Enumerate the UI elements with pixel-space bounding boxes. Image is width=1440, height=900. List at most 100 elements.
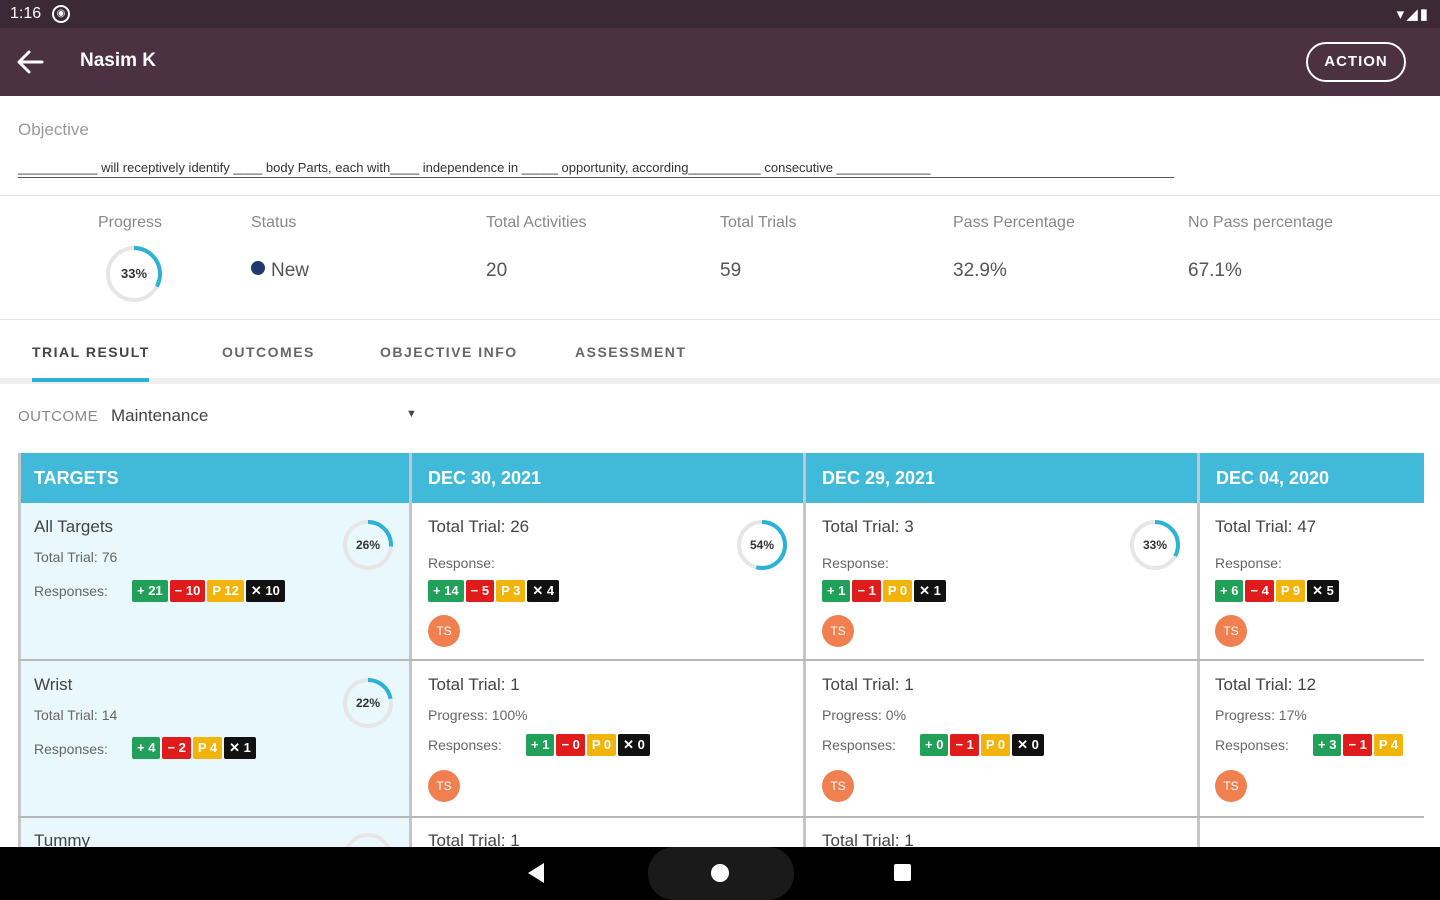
nav-recents-icon[interactable]: [894, 864, 911, 881]
status-dot-icon: [251, 261, 265, 275]
response-chips: + 1 − 0 P 0 ✕ 0: [526, 734, 650, 756]
trial-result-grid: TARGETS DEC 30, 2021 DEC 29, 2021 DEC 04…: [18, 453, 1424, 847]
status-label: Status: [251, 214, 297, 231]
prompt-chip: P 0: [586, 734, 617, 756]
grid-divider: [1197, 453, 1200, 847]
therapist-avatar[interactable]: TS: [822, 615, 854, 647]
therapist-avatar[interactable]: TS: [1215, 615, 1247, 647]
negative-chip: − 1: [950, 734, 979, 756]
response-label: Response:: [428, 555, 495, 571]
therapist-avatar[interactable]: TS: [1215, 770, 1247, 802]
therapist-avatar[interactable]: TS: [428, 770, 460, 802]
cell-total-trial: Total Trial: 1: [428, 675, 520, 694]
page-title: Nasim K: [80, 50, 157, 71]
system-nav-bar: [0, 847, 1440, 900]
prompt-chip: P 3: [496, 580, 526, 602]
incorrect-chip: ✕ 1: [224, 737, 256, 759]
negative-chip: − 10: [169, 580, 206, 602]
prompt-chip: P 0: [882, 580, 913, 602]
ring-percent: 22%: [355, 696, 381, 710]
objective-label: Objective: [18, 120, 89, 139]
tab-bar: TRIAL RESULT OUTCOMES OBJECTIVE INFO ASS…: [0, 320, 1440, 384]
therapist-avatar[interactable]: TS: [822, 770, 854, 802]
prompt-chip: P 4: [192, 737, 223, 759]
target-name[interactable]: Wrist: [34, 675, 73, 694]
status-time: 1:16: [10, 5, 42, 22]
status-bar: 1:16 ◉ ▾◢▮: [0, 0, 1440, 28]
header-date-1: DEC 30, 2021: [412, 453, 804, 503]
total-activities-value: 20: [486, 260, 508, 281]
responses-label: Responses:: [1215, 737, 1289, 753]
incorrect-chip: ✕ 0: [618, 734, 650, 756]
positive-chip: + 6: [1215, 580, 1244, 602]
cell-total-trial: Total Trial: 1: [822, 675, 914, 694]
dropdown-caret-icon[interactable]: ▼: [406, 408, 417, 420]
status-value: New: [271, 260, 310, 281]
no-pass-percentage-value: 67.1%: [1188, 260, 1242, 281]
stats-section: Progress 33% Status New Total Activities…: [0, 196, 1440, 320]
response-label: Response:: [1215, 555, 1282, 571]
cell-total-trial: Total Trial: 47: [1215, 517, 1317, 536]
progress-ring: 33%: [104, 244, 164, 304]
tab-outcomes[interactable]: OUTCOMES: [222, 344, 315, 360]
grid-divider: [803, 453, 806, 847]
incorrect-chip: ✕ 5: [1307, 580, 1339, 602]
incorrect-chip: ✕ 4: [527, 580, 560, 602]
prompt-chip: P 4: [1373, 734, 1404, 756]
negative-chip: − 2: [162, 737, 191, 759]
total-trials-label: Total Trials: [720, 214, 797, 231]
target-name[interactable]: All Targets: [34, 517, 114, 536]
target-total-trial: Total Trial: 14: [34, 707, 118, 723]
target-total-trial: Total Trial: 76: [34, 549, 118, 565]
target-name[interactable]: Tummy: [34, 831, 91, 847]
pass-percentage-value: 32.9%: [953, 260, 1007, 281]
target-progress-ring: 22%: [341, 676, 395, 730]
outcome-selector[interactable]: OUTCOME Maintenance ▼: [0, 392, 440, 438]
action-button[interactable]: ACTION: [1306, 42, 1406, 82]
cell-progress: Progress: 0%: [822, 707, 907, 723]
negative-chip: − 1: [1343, 734, 1372, 756]
response-chips: + 1 − 1 P 0 ✕ 1: [822, 580, 946, 602]
objective-text: ___________ will receptively identify __…: [18, 160, 1174, 178]
active-tab-indicator: [32, 378, 149, 382]
response-label: Response:: [822, 555, 889, 571]
cell-total-trial: Total Trial: 26: [428, 517, 530, 536]
ring-percent: 26%: [355, 538, 381, 552]
positive-chip: + 3: [1313, 734, 1342, 756]
negative-chip: − 5: [465, 580, 495, 602]
nav-back-icon[interactable]: [528, 863, 544, 883]
tab-trial-result[interactable]: TRIAL RESULT: [32, 344, 150, 360]
nav-home-icon[interactable]: [711, 864, 729, 882]
negative-chip: − 0: [556, 734, 585, 756]
total-activities-label: Total Activities: [486, 214, 587, 231]
cell-progress: Progress: 100%: [428, 707, 528, 723]
response-chips: + 3 − 1 P 4: [1313, 734, 1404, 756]
negative-chip: − 4: [1245, 580, 1274, 602]
response-chips: + 0 − 1 P 0 ✕ 0: [920, 734, 1044, 756]
tab-assessment[interactable]: ASSESSMENT: [575, 344, 687, 360]
target-progress-ring: 26%: [341, 518, 395, 572]
cell-total-trial: Total Trial: 3: [822, 517, 914, 536]
outcome-label: OUTCOME: [18, 408, 99, 425]
grid-divider: [409, 453, 412, 847]
positive-chip: + 1: [526, 734, 555, 756]
header-targets: TARGETS: [18, 453, 410, 503]
row-divider: [18, 816, 1424, 818]
positive-chip: + 0: [920, 734, 949, 756]
cell-progress: Progress: 17%: [1215, 707, 1307, 723]
incorrect-chip: ✕ 0: [1012, 734, 1044, 756]
response-chips: + 14 − 5 P 3 ✕ 4: [428, 580, 560, 602]
outcome-value[interactable]: Maintenance: [111, 406, 209, 425]
incorrect-chip: ✕ 10: [245, 580, 285, 602]
incorrect-chip: ✕ 1: [914, 580, 946, 602]
positive-chip: + 14: [428, 580, 464, 602]
responses-label: Responses:: [34, 583, 108, 599]
header-date-3: DEC 04, 2020: [1200, 453, 1424, 503]
app-notification-icon: ◉: [52, 5, 70, 23]
tab-objective-info[interactable]: OBJECTIVE INFO: [380, 344, 518, 360]
therapist-avatar[interactable]: TS: [428, 615, 460, 647]
objective-section: Objective ___________ will receptively i…: [0, 96, 1440, 196]
arrow-back-icon[interactable]: [14, 46, 46, 78]
total-trials-value: 59: [720, 260, 742, 281]
prompt-chip: P 0: [980, 734, 1011, 756]
